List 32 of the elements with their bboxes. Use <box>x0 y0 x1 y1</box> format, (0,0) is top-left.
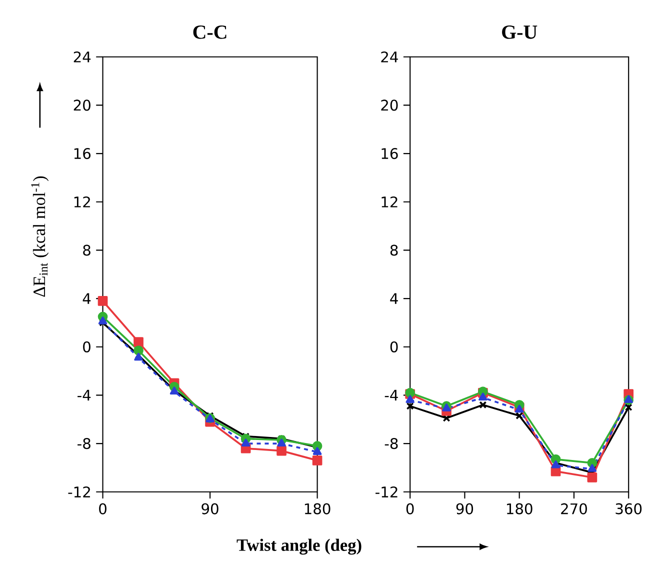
x-tick-label: 0 <box>99 503 106 514</box>
y-tick-label: -8 <box>384 438 398 450</box>
y-tick-label: 24 <box>74 52 91 62</box>
x-tick-label: 90 <box>202 503 218 514</box>
y-tick-label: 8 <box>83 244 90 256</box>
y-tick-label: 20 <box>381 100 398 111</box>
chart-title: G-U <box>502 26 538 39</box>
y-tick-label: 8 <box>390 244 398 256</box>
y-tick-label: 4 <box>390 293 398 304</box>
y-tick-label: 12 <box>74 196 90 208</box>
x-tick-label: 180 <box>304 503 330 514</box>
x-tick-label: 90 <box>456 503 474 514</box>
y-tick-label: 24 <box>381 52 398 62</box>
y-axis-title: ΔE$_{int}$ (kcal mol$^{-1}$) <box>31 176 49 297</box>
x-tick-label: 270 <box>561 503 587 514</box>
y-tick-label: 16 <box>382 148 398 160</box>
y-tick-label: -4 <box>384 390 398 401</box>
y-tick-label: -8 <box>78 438 90 450</box>
y-tick-label: 12 <box>382 196 398 208</box>
y-tick-label: 0 <box>83 342 90 353</box>
x-tick-label: 360 <box>616 503 642 514</box>
chart-title: C-C <box>193 26 226 39</box>
y-tick-label: -12 <box>68 486 90 498</box>
x-axis-title: Twist angle (deg) <box>236 538 362 555</box>
y-tick-label: 0 <box>390 342 398 353</box>
x-tick-label: 180 <box>506 503 532 514</box>
y-tick-label: 20 <box>74 100 90 111</box>
x-tick-label: 0 <box>406 503 414 514</box>
y-tick-label: 16 <box>74 148 90 160</box>
y-tick-label: -12 <box>376 486 398 498</box>
y-tick-label: 4 <box>82 293 91 304</box>
y-tick-label: -4 <box>78 390 91 401</box>
